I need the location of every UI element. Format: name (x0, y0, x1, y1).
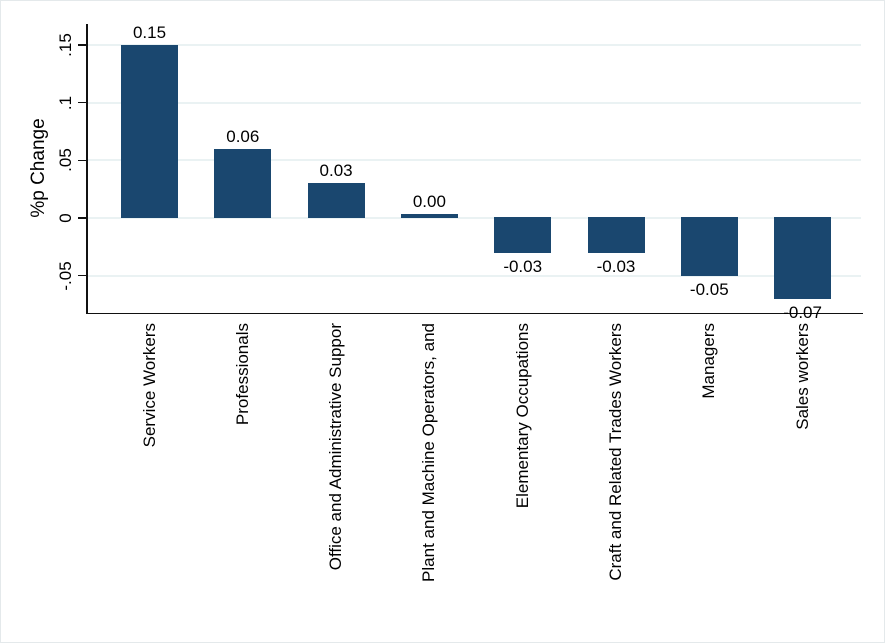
x-category-label: Sales workers (792, 323, 812, 430)
bar (494, 217, 552, 253)
x-category-label: Plant and Machine Operators, and (419, 323, 439, 582)
bar-value-label: -0.05 (689, 279, 729, 299)
bar-value-label: -0.03 (596, 256, 636, 276)
gridline (86, 274, 861, 277)
x-category-label: Office and Administrative Suppor (326, 323, 346, 571)
bar-value-label: 0.03 (319, 161, 353, 181)
bar-value-label: -0.07 (783, 302, 822, 322)
y-axis-tick (78, 274, 86, 277)
y-tick-label: .15 (56, 33, 75, 57)
y-axis-title: %p Change (28, 118, 49, 218)
bar-value-label: -0.03 (503, 256, 543, 276)
gridline (86, 43, 861, 46)
x-category-label: Managers (699, 323, 719, 399)
bar-value-label: 0.15 (132, 22, 167, 42)
y-tick-label: .1 (56, 95, 75, 110)
bar (774, 217, 832, 299)
y-axis-tick (78, 101, 86, 104)
x-axis-line (86, 312, 863, 314)
bar (587, 217, 645, 253)
x-category-label: Elementary Occupations (512, 323, 532, 509)
bar (214, 148, 272, 218)
y-axis-tick (78, 159, 86, 162)
bar-value-label: 0.00 (412, 192, 446, 211)
gridline (86, 159, 861, 162)
y-tick-label: -.05 (56, 261, 75, 291)
gridline (86, 217, 861, 219)
y-axis-tick (78, 44, 86, 46)
x-category-label: Professionals (232, 323, 252, 426)
y-tick-label: .05 (56, 148, 75, 173)
gridline (86, 101, 861, 104)
y-axis-tick (78, 217, 86, 219)
bar (307, 183, 365, 218)
bar (400, 214, 458, 218)
bar (121, 44, 178, 218)
y-tick-label: 0 (56, 213, 75, 223)
y-axis-line (86, 24, 88, 314)
bar (680, 217, 738, 276)
x-category-label: Craft and Related Trades Workers (606, 323, 625, 581)
x-category-label: Service Workers (139, 323, 159, 448)
bar-value-label: 0.06 (226, 126, 260, 146)
